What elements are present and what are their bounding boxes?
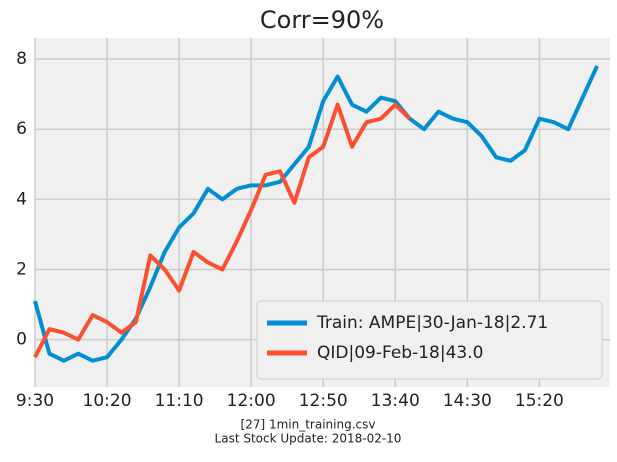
x-tick-label: 11:10 bbox=[155, 391, 204, 411]
footer-line: Last Stock Update: 2018-02-10 bbox=[215, 432, 402, 446]
chart-title: Corr=90% bbox=[260, 6, 384, 34]
y-tick-label: 4 bbox=[16, 189, 27, 209]
y-tick-label: 2 bbox=[16, 259, 27, 279]
legend-label: QID|09-Feb-18|43.0 bbox=[317, 343, 483, 363]
footer-line: [27] 1min_training.csv bbox=[241, 418, 376, 432]
y-tick-label: 8 bbox=[16, 49, 27, 69]
x-tick-label: 12:00 bbox=[227, 391, 276, 411]
legend-label: Train: AMPE|30-Jan-18|2.71 bbox=[316, 313, 548, 333]
x-tick-label: 12:50 bbox=[299, 391, 348, 411]
x-tick-label: 13:40 bbox=[371, 391, 420, 411]
x-tick-label: 14:30 bbox=[443, 391, 492, 411]
y-tick-label: 6 bbox=[16, 119, 27, 139]
series-line bbox=[33, 102, 412, 359]
x-tick-label: 9:30 bbox=[16, 391, 54, 411]
legend-box bbox=[256, 300, 603, 380]
x-tick-label: 10:20 bbox=[83, 391, 132, 411]
x-tick-label: 15:20 bbox=[515, 391, 564, 411]
y-tick-label: 0 bbox=[16, 330, 27, 350]
